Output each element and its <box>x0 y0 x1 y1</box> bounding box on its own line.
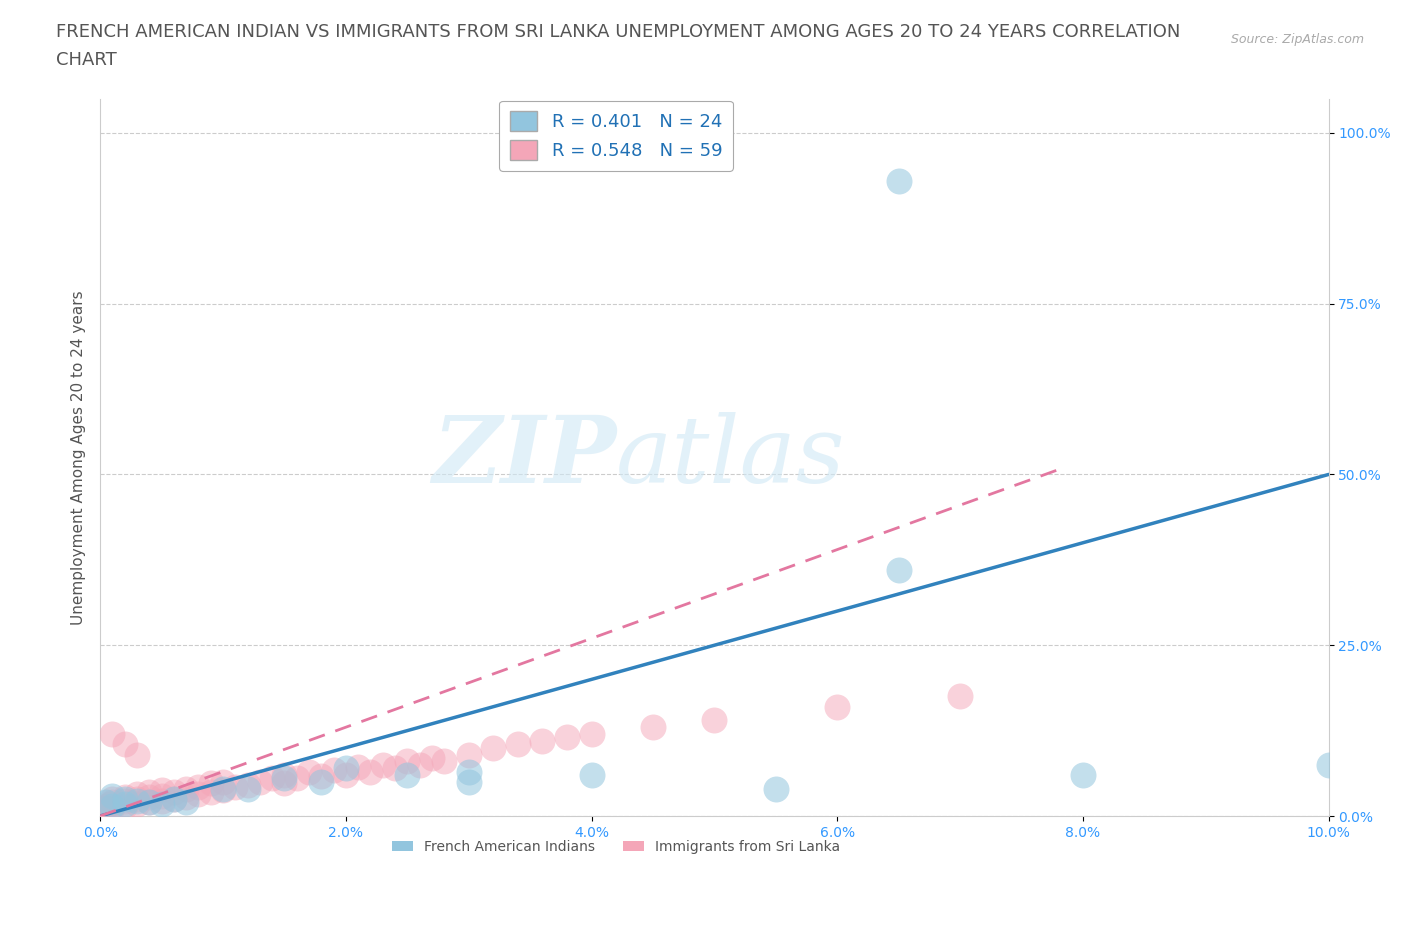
Point <box>262 771 284 786</box>
Text: Source: ZipAtlas.com: Source: ZipAtlas.com <box>1230 33 1364 46</box>
Point <box>765 781 787 796</box>
Point <box>96 798 118 813</box>
Legend: French American Indians, Immigrants from Sri Lanka: French American Indians, Immigrants from… <box>387 834 845 859</box>
Point <box>236 777 259 792</box>
Point <box>309 775 332 790</box>
Point <box>273 771 295 786</box>
Point <box>433 754 456 769</box>
Point <box>506 737 529 751</box>
Point <box>138 795 160 810</box>
Point <box>396 767 419 782</box>
Point <box>703 713 725 728</box>
Point <box>101 788 124 803</box>
Point <box>482 740 505 755</box>
Point <box>125 793 148 808</box>
Point <box>641 720 664 735</box>
Point <box>555 730 578 745</box>
Point <box>114 796 136 811</box>
Point <box>187 780 209 795</box>
Point <box>114 791 136 806</box>
Point <box>114 790 136 804</box>
Point <box>359 764 381 779</box>
Point <box>150 788 173 803</box>
Point <box>1317 757 1340 772</box>
Point <box>335 767 357 782</box>
Point <box>125 787 148 802</box>
Point <box>125 796 148 811</box>
Point <box>212 775 235 790</box>
Point <box>101 801 124 816</box>
Point <box>101 726 124 741</box>
Point <box>96 795 118 810</box>
Y-axis label: Unemployment Among Ages 20 to 24 years: Unemployment Among Ages 20 to 24 years <box>72 290 86 625</box>
Point <box>273 767 295 782</box>
Point <box>531 734 554 749</box>
Point <box>163 791 186 806</box>
Point <box>322 762 344 777</box>
Point <box>335 761 357 776</box>
Point <box>94 801 117 816</box>
Point <box>150 793 173 808</box>
Text: CHART: CHART <box>56 51 117 69</box>
Point <box>138 790 160 804</box>
Point <box>163 785 186 800</box>
Point <box>249 775 271 790</box>
Point <box>174 790 197 804</box>
Point <box>1071 767 1094 782</box>
Point <box>125 791 148 806</box>
Point <box>371 757 394 772</box>
Text: FRENCH AMERICAN INDIAN VS IMMIGRANTS FROM SRI LANKA UNEMPLOYMENT AMONG AGES 20 T: FRENCH AMERICAN INDIAN VS IMMIGRANTS FRO… <box>56 23 1181 41</box>
Point <box>457 775 479 790</box>
Point <box>96 802 118 817</box>
Point <box>285 771 308 786</box>
Point <box>114 798 136 813</box>
Point <box>101 791 124 806</box>
Point <box>114 793 136 808</box>
Point <box>174 795 197 810</box>
Point <box>212 783 235 798</box>
Point <box>101 798 124 813</box>
Text: ZIP: ZIP <box>432 412 616 502</box>
Point <box>101 795 124 810</box>
Point <box>125 747 148 762</box>
Point <box>457 764 479 779</box>
Point <box>212 781 235 796</box>
Point <box>396 754 419 769</box>
Point <box>581 726 603 741</box>
Point <box>236 781 259 796</box>
Point <box>224 780 246 795</box>
Point <box>420 751 443 765</box>
Point <box>200 776 222 790</box>
Point <box>187 787 209 802</box>
Point <box>150 796 173 811</box>
Text: atlas: atlas <box>616 412 845 502</box>
Point <box>174 781 197 796</box>
Point <box>347 760 370 775</box>
Point <box>408 757 430 772</box>
Point <box>163 791 186 806</box>
Point <box>114 737 136 751</box>
Point <box>91 802 114 817</box>
Point <box>581 767 603 782</box>
Point <box>200 785 222 800</box>
Point <box>150 783 173 798</box>
Point <box>887 173 910 188</box>
Point <box>98 796 121 811</box>
Point <box>138 795 160 810</box>
Point <box>138 785 160 800</box>
Point <box>949 689 972 704</box>
Point <box>384 761 406 776</box>
Point <box>887 563 910 578</box>
Point <box>273 776 295 790</box>
Point <box>825 699 848 714</box>
Point <box>298 764 321 779</box>
Point <box>457 747 479 762</box>
Point <box>309 769 332 784</box>
